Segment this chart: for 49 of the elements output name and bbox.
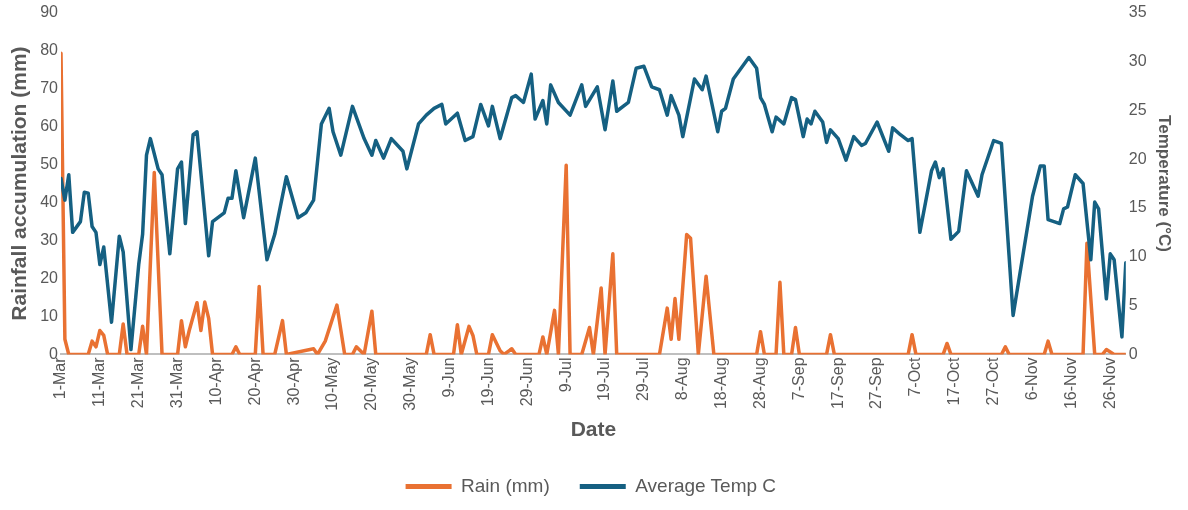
y2-tick-label: 25 bbox=[1128, 100, 1147, 118]
x-tick-label: 27-Sep bbox=[867, 357, 885, 410]
y2-tick-label: 35 bbox=[1128, 3, 1147, 21]
y-tick-label: 60 bbox=[40, 116, 59, 134]
x-tick-label: 28-Aug bbox=[750, 357, 768, 410]
x-tick-label: 20-May bbox=[362, 357, 380, 411]
x-tick-label: 19-Jun bbox=[478, 357, 496, 407]
x-tick-label: 11-Mar bbox=[90, 356, 108, 407]
x-tick-label: 29-Jul bbox=[634, 357, 652, 402]
y2-tick-label: 30 bbox=[1128, 51, 1147, 69]
x-tick-label: 16-Nov bbox=[1061, 357, 1079, 410]
x-tick-label: 30-May bbox=[401, 357, 419, 411]
y-tick-label: 90 bbox=[40, 3, 59, 21]
x-tick-label: 17-Oct bbox=[945, 356, 963, 406]
x-tick-label: 31-Mar bbox=[167, 356, 185, 409]
x-tick-label: 30-Apr bbox=[284, 356, 302, 406]
legend-label: Rain (mm) bbox=[461, 474, 550, 496]
x-tick-label: 7-Sep bbox=[789, 357, 807, 401]
x-tick-label: 9-Jul bbox=[556, 357, 574, 393]
x-tick-label: 27-Oct bbox=[984, 356, 1002, 406]
x-tick-label: 19-Jul bbox=[595, 357, 613, 402]
legend-label: Average Temp C bbox=[635, 474, 777, 496]
y2-tick-label: 15 bbox=[1128, 198, 1147, 216]
x-tick-label: 21-Mar bbox=[129, 356, 147, 409]
y2-tick-label: 10 bbox=[1128, 247, 1147, 265]
x-tick-label: 20-Apr bbox=[245, 356, 263, 406]
y2-axis-title: Temperature (°C) bbox=[1155, 115, 1175, 252]
x-tick-label: 6-Nov bbox=[1022, 357, 1040, 401]
x-tick-label: 29-Jun bbox=[517, 357, 535, 407]
x-tick-label: 10-Apr bbox=[206, 356, 224, 406]
y-tick-label: 80 bbox=[40, 40, 59, 58]
x-tick-label: 7-Oct bbox=[906, 356, 924, 397]
x-tick-label: 10-May bbox=[323, 357, 341, 411]
y-tick-label: 40 bbox=[40, 192, 59, 210]
y2-tick-label: 20 bbox=[1128, 149, 1147, 167]
y-tick-label: 70 bbox=[40, 78, 59, 96]
x-tick-label: 26-Nov bbox=[1100, 357, 1118, 410]
y-tick-label: 50 bbox=[40, 154, 59, 172]
y-tick-label: 10 bbox=[40, 306, 59, 324]
x-tick-label: 8-Aug bbox=[673, 357, 691, 401]
y2-tick-label: 5 bbox=[1128, 296, 1138, 314]
x-tick-label: 17-Sep bbox=[828, 357, 846, 410]
y-axis-title: Rainfall accumulation (mm) bbox=[7, 46, 31, 321]
x-tick-label: 18-Aug bbox=[712, 357, 730, 410]
y2-tick-label: 0 bbox=[1128, 344, 1138, 362]
x-tick-label: 9-Jun bbox=[440, 357, 458, 398]
y-tick-label: 30 bbox=[40, 230, 59, 248]
x-axis-title: Date bbox=[570, 417, 617, 441]
y-tick-label: 20 bbox=[40, 268, 59, 286]
